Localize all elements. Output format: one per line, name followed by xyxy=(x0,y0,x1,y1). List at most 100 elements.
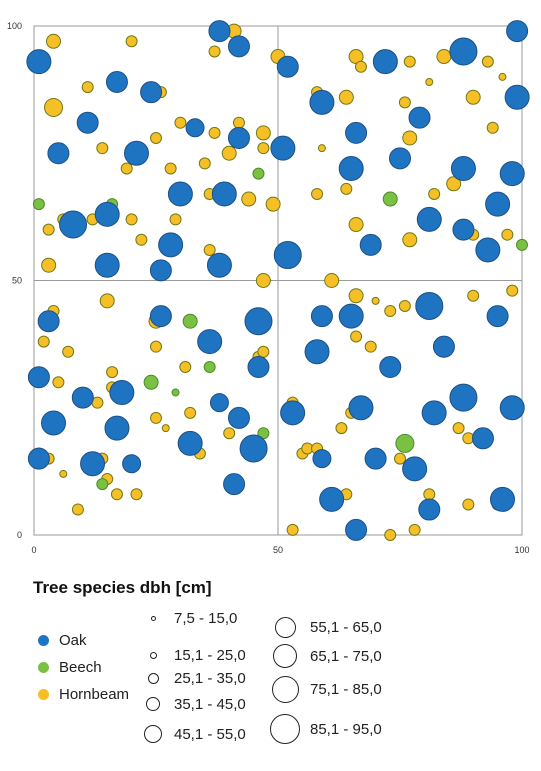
size-class-label: 85,1 - 95,0 xyxy=(310,720,382,738)
size-class-label: 65,1 - 75,0 xyxy=(310,647,382,665)
legend-dot-hornbeam xyxy=(38,689,49,700)
tree-oak xyxy=(499,395,525,421)
tree-oak xyxy=(486,305,509,328)
tree-hornbeam xyxy=(452,422,465,435)
x-tick-label: 50 xyxy=(273,545,283,555)
tree-oak xyxy=(76,111,99,134)
tree-hornbeam xyxy=(110,488,123,501)
tree-oak xyxy=(109,379,135,405)
tree-oak xyxy=(319,486,345,512)
size-class-label: 35,1 - 45,0 xyxy=(174,695,246,713)
size-class-item: 15,1 - 25,0 xyxy=(140,639,246,671)
tree-hornbeam xyxy=(384,305,397,318)
tree-oak xyxy=(504,84,530,110)
size-class-item: 45,1 - 55,0 xyxy=(140,718,246,750)
tree-oak xyxy=(389,147,411,170)
tree-hornbeam xyxy=(403,55,416,68)
size-class-label: 75,1 - 85,0 xyxy=(310,680,382,698)
tree-hornbeam xyxy=(44,97,64,117)
tree-oak xyxy=(471,427,494,450)
tree-oak xyxy=(104,415,130,441)
size-class-circle xyxy=(144,725,162,743)
tree-oak xyxy=(379,356,402,379)
tree-hornbeam xyxy=(506,284,519,297)
tree-markers xyxy=(26,20,530,541)
x-tick-label: 100 xyxy=(514,545,529,555)
tree-hornbeam xyxy=(203,243,216,256)
legend-item-oak: Oak xyxy=(38,632,87,649)
tree-hornbeam xyxy=(335,422,348,435)
tree-oak xyxy=(149,259,172,282)
tree-hornbeam xyxy=(398,299,411,312)
legend-label: Oak xyxy=(59,632,87,649)
tree-oak xyxy=(94,201,120,227)
tree-oak xyxy=(402,456,428,482)
tree-oak xyxy=(105,70,128,93)
tree-beech xyxy=(252,167,265,180)
tree-hornbeam xyxy=(184,406,197,419)
tree-hornbeam xyxy=(350,330,363,343)
tree-hornbeam xyxy=(286,523,299,536)
stem-map-plot: 0 50 100 0 50 100 xyxy=(7,20,530,555)
size-class-item: 25,1 - 35,0 xyxy=(140,662,246,694)
tree-hornbeam xyxy=(125,35,138,48)
tree-oak xyxy=(26,49,52,75)
tree-hornbeam xyxy=(402,232,418,248)
tree-oak xyxy=(345,121,368,144)
tree-oak xyxy=(499,161,525,187)
legend-label: Beech xyxy=(59,659,102,676)
tree-hornbeam xyxy=(46,33,62,49)
size-class-marker-cell xyxy=(268,675,302,703)
tree-oak xyxy=(158,232,184,258)
size-class-circle xyxy=(274,616,296,638)
tree-hornbeam xyxy=(42,223,55,236)
tree-hornbeam xyxy=(265,196,281,212)
tree-hornbeam xyxy=(174,116,187,129)
tree-oak xyxy=(123,140,149,166)
size-class-marker-cell xyxy=(140,697,166,711)
size-class-circle xyxy=(146,697,160,711)
tree-oak xyxy=(247,356,270,379)
tree-hornbeam xyxy=(179,361,192,374)
tree-hornbeam xyxy=(161,424,170,433)
tree-hornbeam xyxy=(169,213,182,226)
tree-hornbeam xyxy=(486,121,499,134)
tree-oak xyxy=(345,518,368,541)
size-class-marker-cell xyxy=(268,714,302,744)
tree-beech xyxy=(182,313,198,329)
tree-hornbeam xyxy=(255,273,271,288)
tree-oak xyxy=(273,241,302,270)
tree-oak xyxy=(452,218,475,241)
size-class-label: 25,1 - 35,0 xyxy=(174,669,246,687)
tree-oak xyxy=(59,210,88,239)
tree-oak xyxy=(244,307,273,336)
tree-hornbeam xyxy=(408,523,421,536)
tree-hornbeam xyxy=(324,273,340,288)
tree-oak xyxy=(421,400,447,426)
size-class-marker-cell xyxy=(140,725,166,743)
tree-oak xyxy=(208,20,231,43)
tree-hornbeam xyxy=(81,81,94,94)
tree-oak xyxy=(227,35,250,58)
x-tick-label: 0 xyxy=(31,545,36,555)
size-class-label: 7,5 - 15,0 xyxy=(174,609,238,627)
tree-hornbeam xyxy=(71,503,84,516)
tree-oak xyxy=(37,310,60,333)
tree-oak xyxy=(338,156,364,182)
tree-hornbeam xyxy=(257,142,270,155)
tree-oak xyxy=(94,252,120,278)
tree-oak xyxy=(338,303,364,329)
tree-oak xyxy=(223,473,246,496)
tree-oak xyxy=(149,305,172,328)
tree-hornbeam xyxy=(241,191,257,207)
tree-oak xyxy=(475,237,501,263)
tree-hornbeam xyxy=(41,257,57,273)
tree-oak xyxy=(122,454,142,474)
tree-oak xyxy=(206,252,232,278)
tree-hornbeam xyxy=(208,45,221,58)
tree-hornbeam xyxy=(130,488,143,501)
tree-oak xyxy=(41,410,67,436)
tree-hornbeam xyxy=(150,340,162,353)
tree-hornbeam xyxy=(498,72,507,81)
tree-oak xyxy=(209,393,229,413)
